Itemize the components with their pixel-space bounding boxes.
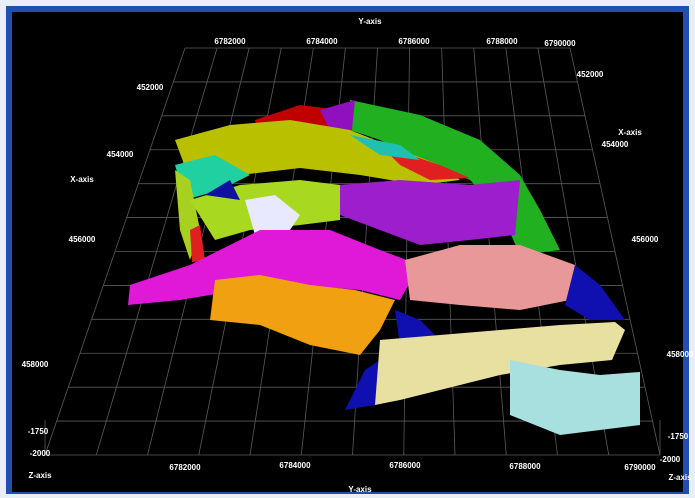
tick-label: 6790000 [544,39,576,48]
axis-title: Y-axis [358,17,382,26]
tick-label: 6786000 [398,37,430,46]
tick-label: 456000 [632,235,659,244]
tick-label: 6782000 [169,463,201,472]
surface [128,230,420,305]
surface [405,245,575,310]
tick-label: -2000 [660,455,681,464]
tick-label: 6784000 [306,37,338,46]
surface [205,180,240,200]
axis-title: Y-axis [348,485,372,494]
surface [175,155,250,200]
axis-title: Z-axis [668,473,692,482]
tick-label: 454000 [107,150,134,159]
axis-labels: 6782000 6784000 6786000 6788000 6790000 Y-axi… [22,17,694,494]
tick-label: 452000 [577,70,604,79]
tick-label: 456000 [69,235,96,244]
tick-label: 454000 [602,140,629,149]
surface [340,180,520,245]
tick-label: 452000 [137,83,164,92]
axis-title: X-axis [618,128,642,137]
surface [245,195,300,235]
surface [210,275,395,355]
tick-label: 6790000 [624,463,656,472]
tick-label: 458000 [22,360,49,369]
surface [320,100,355,130]
surface [375,322,625,405]
tick-label: -1750 [28,427,49,436]
surface [350,135,420,160]
surface [565,265,625,320]
tick-label: 6786000 [389,461,421,470]
tick-label: 6782000 [214,37,246,46]
axis-title: Z-axis [28,471,52,480]
axis-title: X-axis [70,175,94,184]
tick-label: 6788000 [509,462,541,471]
surface [190,225,205,262]
tick-label: -2000 [30,449,51,458]
tick-label: -1750 [668,432,689,441]
surface [175,120,460,185]
grid-line [569,47,661,456]
surface [510,360,640,435]
tick-label: 6784000 [279,461,311,470]
tick-label: 6788000 [486,37,518,46]
fault-surfaces [128,100,640,435]
tick-label: 458000 [667,350,694,359]
